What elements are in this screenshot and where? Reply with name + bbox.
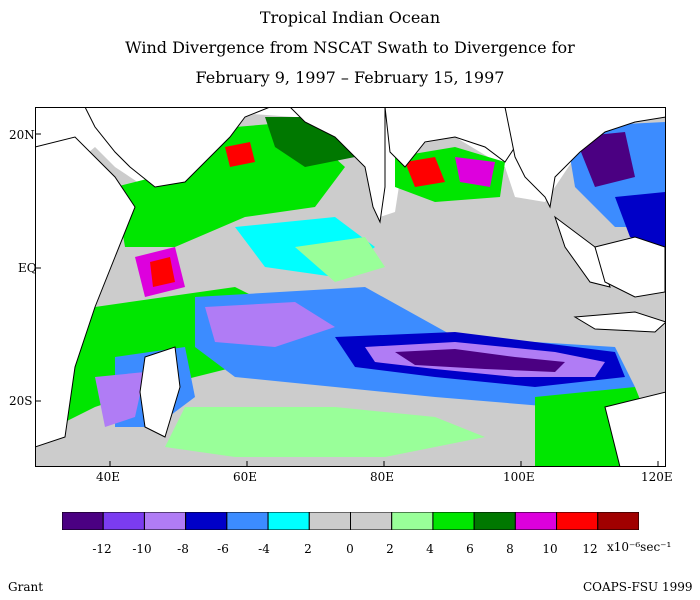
lon-label-120e: 120E: [641, 470, 673, 484]
colorbar-swatch: [185, 512, 228, 530]
colorbar-label: -8: [177, 542, 189, 556]
colorbar-swatch: [226, 512, 269, 530]
lon-label-60e: 60E: [233, 470, 258, 484]
colorbar-swatch: [62, 512, 104, 530]
footer-credit: COAPS-FSU 1999: [583, 580, 693, 594]
colorbar-label: 2: [386, 542, 394, 556]
colorbar: [62, 512, 639, 530]
colorbar-label: -10: [132, 542, 152, 556]
axis-ticks: [35, 133, 659, 467]
lat-label-20s: 20S: [9, 394, 33, 408]
colorbar-swatch: [143, 512, 187, 530]
colorbar-label: 8: [506, 542, 514, 556]
colorbar-swatch: [308, 512, 351, 530]
colorbar-label: -4: [258, 542, 270, 556]
colorbar-label: 10: [542, 542, 558, 556]
divergence-map: [35, 107, 666, 467]
colorbar-label: 12: [582, 542, 598, 556]
colorbar-label: 2: [304, 542, 312, 556]
colorbar-swatch: [350, 512, 393, 530]
lat-label-20n: 20N: [9, 128, 35, 142]
lon-label-40e: 40E: [96, 470, 121, 484]
colorbar-swatch: [102, 512, 145, 530]
land: [35, 107, 666, 467]
colorbar-swatch: [391, 512, 434, 530]
colorbar-swatch: [514, 512, 558, 530]
colorbar-swatch: [597, 512, 639, 530]
colorbar-label: 4: [426, 542, 434, 556]
lon-label-80e: 80E: [370, 470, 395, 484]
title-line-1: Tropical Indian Ocean: [259, 8, 441, 27]
colorbar-unit: x10⁻⁶sec⁻¹: [607, 540, 672, 554]
colorbar-swatch: [267, 512, 310, 530]
colorbar-swatch: [432, 512, 475, 530]
colorbar-label: 6: [466, 542, 474, 556]
lon-label-100e: 100E: [503, 470, 535, 484]
colorbar-swatch: [556, 512, 599, 530]
colorbar-label: -6: [217, 542, 229, 556]
colorbar-swatch: [473, 512, 516, 530]
footer-author: Grant: [8, 580, 44, 594]
lat-label-eq: EQ: [18, 261, 37, 275]
colorbar-label: -12: [92, 542, 112, 556]
title-line-2: Wind Divergence from NSCAT Swath to Dive…: [125, 38, 575, 57]
title-line-3: February 9, 1997 – February 15, 1997: [195, 68, 505, 87]
colorbar-label: 0: [346, 542, 354, 556]
